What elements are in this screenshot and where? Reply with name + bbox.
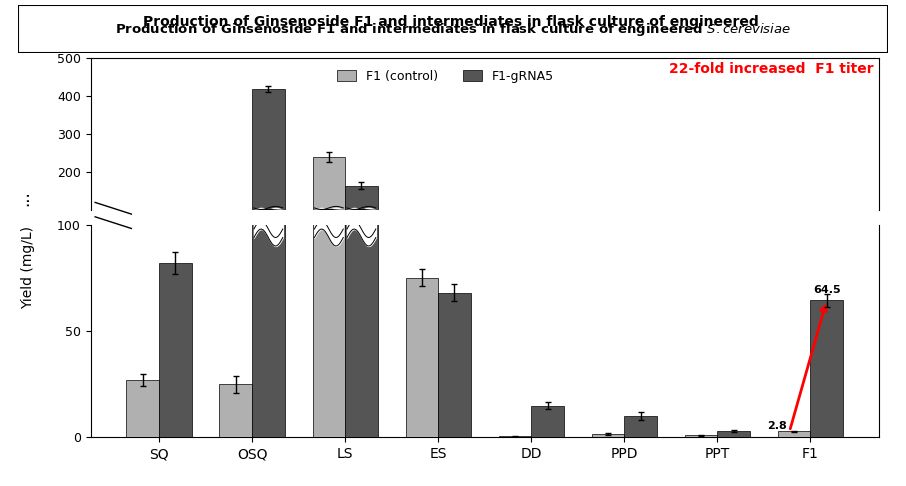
Bar	[498, 436, 531, 437]
Text: Production of Ginsenoside F1 and intermediates in flask culture of engineered: Production of Ginsenoside F1 and interme…	[142, 15, 764, 29]
Bar	[718, 247, 750, 248]
Bar	[406, 278, 439, 437]
Bar	[345, 186, 378, 248]
Text: ...: ...	[14, 190, 33, 206]
Bar	[127, 380, 159, 437]
Bar	[439, 293, 471, 437]
Bar	[811, 300, 843, 437]
Bar	[406, 220, 439, 248]
Bar	[345, 87, 378, 437]
Bar	[219, 384, 252, 437]
Bar	[778, 247, 811, 248]
Bar	[252, 0, 284, 437]
Bar	[685, 435, 718, 437]
Text: 64.5: 64.5	[813, 285, 841, 295]
Bar	[592, 434, 624, 437]
Text: 22-fold increased  F1 titer: 22-fold increased F1 titer	[669, 62, 873, 76]
Bar	[592, 247, 624, 248]
Text: Production of Ginsenoside F1 and intermediates in flask culture of engineered $\: Production of Ginsenoside F1 and interme…	[115, 21, 791, 37]
Bar	[252, 88, 284, 248]
Bar	[778, 432, 811, 437]
Bar	[624, 416, 657, 437]
Bar	[159, 263, 191, 437]
Bar	[718, 431, 750, 437]
Text: 2.8: 2.8	[767, 421, 787, 432]
Legend: F1 (control), F1-gRNA5: F1 (control), F1-gRNA5	[332, 65, 559, 87]
Bar	[159, 217, 191, 248]
Bar	[531, 243, 564, 248]
Bar	[811, 224, 843, 248]
Bar	[313, 157, 345, 248]
Bar	[313, 0, 345, 437]
Bar	[219, 239, 252, 248]
Bar	[531, 405, 564, 437]
Bar	[624, 244, 657, 248]
Y-axis label: Yield (mg/L): Yield (mg/L)	[22, 226, 35, 309]
Bar	[439, 223, 471, 248]
Bar	[127, 238, 159, 248]
